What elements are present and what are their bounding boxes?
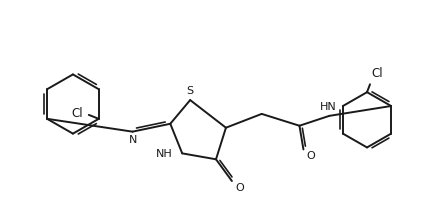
Text: O: O [306,151,315,161]
Text: NH: NH [156,149,172,159]
Text: N: N [129,135,138,145]
Text: O: O [235,183,244,193]
Text: HN: HN [320,102,337,112]
Text: S: S [187,86,194,96]
Text: Cl: Cl [71,107,83,120]
Text: Cl: Cl [371,67,383,80]
